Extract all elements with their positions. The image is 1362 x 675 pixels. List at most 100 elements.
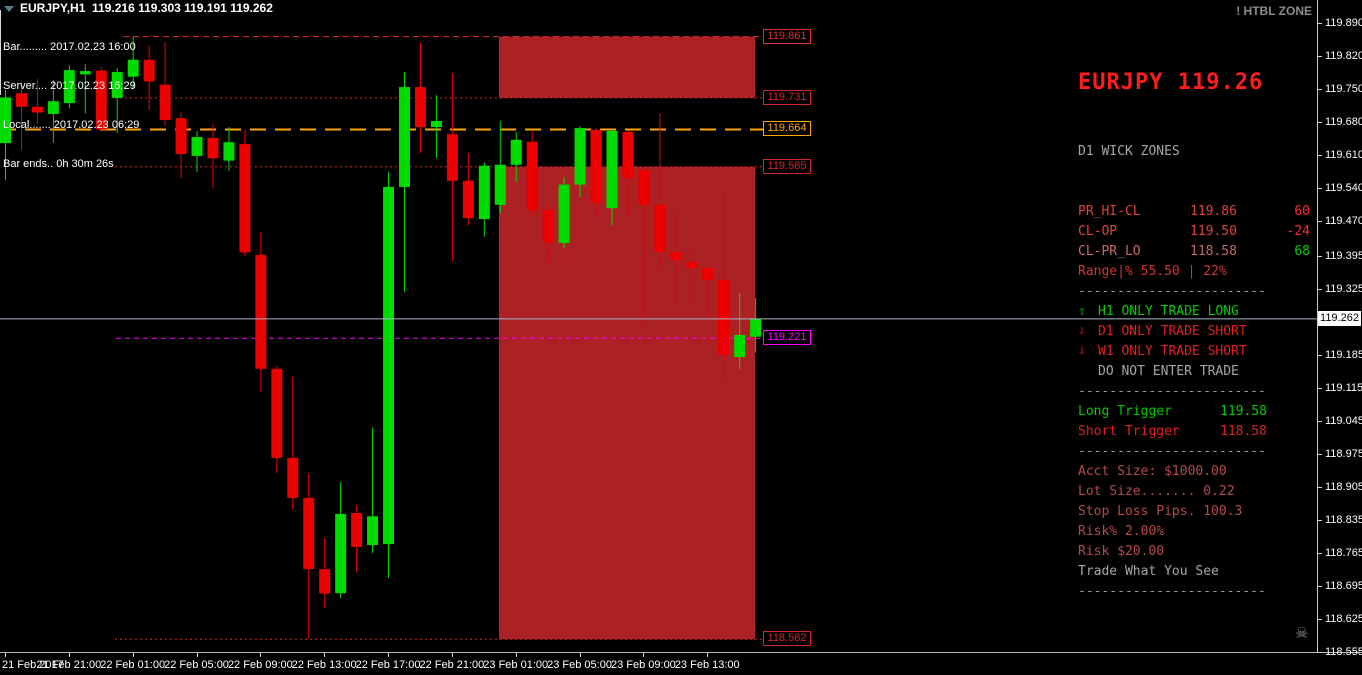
candle-body: [287, 457, 299, 498]
time-axis-tick: [324, 653, 326, 657]
price-axis-tick: [1317, 553, 1322, 555]
local-time-line: Local....... 2017.02.23 06:29: [3, 119, 140, 131]
panel-separator: ------------------------: [1078, 584, 1266, 599]
price-axis-label: 118.835: [1325, 514, 1362, 527]
candle-body: [462, 180, 474, 219]
candle-body: [127, 59, 139, 77]
candle-body: [638, 170, 650, 205]
candle-body: [207, 137, 219, 159]
symbol-dropdown-icon[interactable]: [4, 5, 14, 12]
candle-body: [335, 513, 347, 594]
server-time-line: Server.... 2017.02.23 16:29: [3, 80, 136, 92]
price-axis-tick: [1317, 23, 1322, 24]
panel-metric-row: CL-OP 119.50 -24: [1078, 222, 1310, 242]
price-axis-label: 119.045: [1325, 415, 1362, 428]
candle-body: [63, 70, 75, 104]
skull-icon: ☠: [1295, 625, 1309, 642]
time-axis-tick: [260, 653, 262, 657]
time-axis-tick: [643, 653, 645, 657]
candle-body: [718, 279, 730, 356]
price-axis-tick: [1317, 355, 1322, 357]
candle-body: [510, 139, 522, 165]
bar-ends-line: Bar ends.. 0h 30m 26s: [3, 158, 114, 170]
candle-body: [654, 204, 666, 252]
price-axis-label: 119.890: [1325, 17, 1362, 29]
price-axis-label: 119.680: [1325, 115, 1362, 128]
candle-body: [15, 93, 27, 107]
time-axis-label: 22 Feb 09:00: [227, 659, 293, 671]
candle-body: [399, 87, 410, 187]
time-axis-tick: [579, 653, 581, 657]
metric-delta: -24: [1286, 224, 1310, 239]
price-axis-tick: [1317, 256, 1322, 258]
price-axis-label: 118.625: [1325, 613, 1362, 626]
candle-body: [319, 569, 331, 594]
time-axis[interactable]: 21 Feb 2017 21 Feb 21:00 22 Feb 01:00 22 Fe…: [0, 652, 1362, 675]
time-axis-tick: [515, 653, 517, 657]
time-axis-label: 22 Feb 13:00: [291, 659, 357, 671]
candle-body: [31, 106, 43, 113]
candle-body: [622, 131, 634, 179]
price-axis-label: 119.820: [1325, 49, 1362, 62]
time-axis-tick: [5, 653, 6, 657]
level-price-label: 119.221: [763, 330, 811, 346]
chart-canvas[interactable]: [0, 0, 1318, 652]
candle-body: [367, 516, 379, 546]
price-axis-tick: [1317, 187, 1322, 189]
candle-body: [271, 368, 283, 458]
price-axis-border: [1317, 0, 1318, 652]
price-axis-label: 119.185: [1325, 349, 1362, 362]
candle-body: [430, 121, 442, 128]
price-axis-label: 119.115: [1325, 382, 1362, 395]
level-price-label: 119.585: [763, 158, 811, 174]
metric-label: CL-PR_LO: [1078, 244, 1141, 259]
ohlc-quote-label: 119.216 119.303 119.191 119.262: [85, 1, 273, 15]
price-axis-label: 119.750: [1325, 82, 1362, 95]
price-axis-label: 118.765: [1325, 547, 1362, 560]
time-axis-label: 22 Feb 21:00: [419, 659, 485, 671]
price-axis-tick: [1317, 651, 1322, 653]
price-axis-tick: [1317, 619, 1322, 621]
price-axis-tick: [1317, 421, 1322, 423]
price-axis-label: 118.555: [1325, 645, 1362, 658]
candle-body: [0, 97, 11, 144]
signal-arrow-icon: ⇩: [1078, 324, 1086, 339]
trigger-value: 119.58: [1220, 404, 1267, 419]
chart-left-edge-marker: [0, 10, 1, 95]
panel-account-row: Stop Loss Pips. 100.3: [1078, 504, 1243, 519]
candle-body: [414, 87, 426, 128]
indicator-name-tag: ! HTBL ZONE: [1236, 4, 1312, 18]
candle-body: [574, 128, 586, 185]
candle-body: [702, 268, 714, 280]
level-price-label: 119.861: [763, 28, 811, 44]
candle-body: [542, 210, 554, 243]
current-price-badge: 119.262: [1318, 310, 1361, 326]
candle-body: [111, 72, 123, 98]
chart-symbol-header: EURJPY,H1 119.216 119.303 119.191 119.26…: [4, 1, 273, 15]
candle-body: [95, 70, 107, 130]
candle-body: [558, 184, 570, 244]
price-axis-label: 118.905: [1325, 481, 1362, 494]
candle-body: [159, 84, 171, 121]
price-axis-tick: [1317, 121, 1322, 123]
panel-signal-row: DO NOT ENTER TRADE: [1078, 362, 1310, 382]
metric-delta: 60: [1294, 204, 1310, 219]
bar-info-overlay: Bar......... 2017.02.23 16:00 Server....…: [3, 15, 139, 197]
candle-body: [223, 142, 235, 161]
signal-text: W1 ONLY TRADE SHORT: [1098, 344, 1247, 359]
price-axis-label: 118.695: [1325, 580, 1362, 593]
candle-body: [383, 186, 395, 545]
panel-account-row: Trade What You See: [1078, 564, 1219, 579]
panel-metric-row: CL-PR_LO 118.58 68: [1078, 242, 1310, 262]
signal-text: DO NOT ENTER TRADE: [1098, 364, 1239, 379]
price-axis-tick: [1317, 289, 1322, 291]
price-axis-label: 118.975: [1325, 448, 1362, 461]
candle-body: [606, 130, 618, 209]
candle-body: [191, 137, 203, 156]
price-axis-tick: [1317, 220, 1322, 222]
time-axis-tick: [451, 653, 453, 657]
panel-account-row: Lot Size....... 0.22: [1078, 484, 1235, 499]
time-axis-tick: [132, 653, 134, 657]
candle-body: [303, 497, 315, 570]
signal-arrow-icon: ⇧: [1078, 304, 1086, 319]
